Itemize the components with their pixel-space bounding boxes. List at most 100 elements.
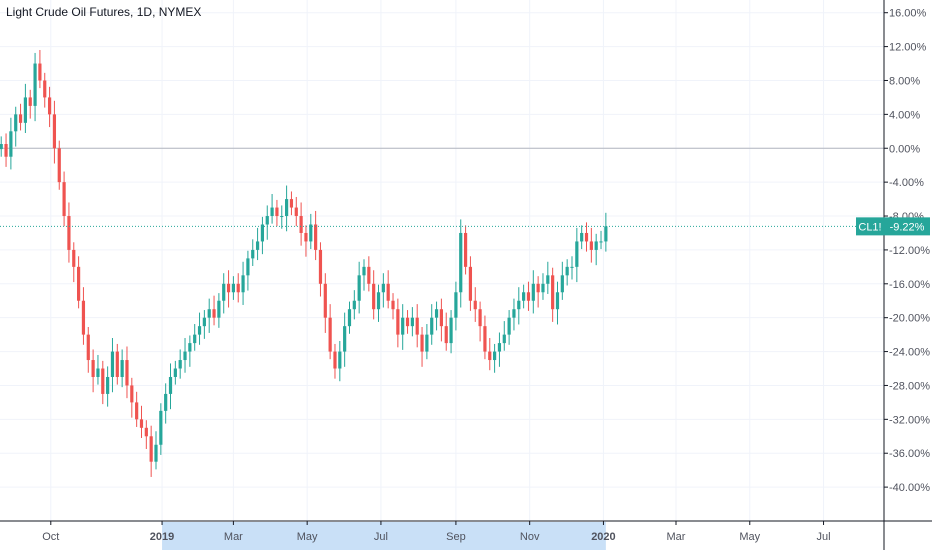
candle-body — [560, 275, 564, 293]
candle-body — [376, 292, 381, 310]
candle-body — [241, 275, 245, 293]
candle-body — [444, 326, 448, 344]
candle-body — [81, 300, 86, 335]
candle-body — [86, 334, 90, 361]
candle-body — [52, 114, 57, 149]
candle-body — [580, 232, 584, 242]
candle-body — [159, 410, 163, 445]
candle-body — [164, 393, 168, 411]
candle-body — [507, 317, 511, 335]
candle-body — [425, 334, 429, 352]
candle-body — [362, 266, 366, 276]
candle-body — [575, 241, 579, 267]
candle-body — [120, 360, 124, 377]
candles — [0, 49, 608, 477]
candle-body — [478, 309, 482, 327]
candle-body — [536, 283, 540, 293]
time-axis-label: Nov — [520, 531, 540, 543]
candle-body — [33, 63, 37, 106]
price-axis-label: -4.00% — [889, 177, 924, 189]
candle-body — [314, 224, 318, 250]
candle-body — [410, 317, 414, 327]
candle-body — [309, 224, 313, 242]
candle-body — [352, 300, 356, 310]
candle-body — [434, 309, 439, 318]
candle-body — [541, 283, 545, 293]
candle-body — [328, 317, 332, 352]
candle-body — [338, 351, 342, 369]
candle-body — [386, 283, 390, 301]
candle-body — [502, 334, 506, 344]
symbol-badge — [856, 217, 884, 236]
candle-body — [304, 232, 308, 242]
candle-body — [265, 216, 269, 225]
candle-body — [285, 199, 289, 217]
candle-body — [449, 317, 453, 344]
candle-body — [420, 334, 424, 352]
candle-body — [546, 275, 550, 284]
time-axis-label: Jul — [374, 531, 388, 543]
candle-body — [246, 258, 250, 276]
symbol-label: CL1! — [858, 221, 881, 233]
price-axis-label: 0.00% — [889, 143, 920, 155]
price-axis-label: -16.00% — [889, 279, 930, 291]
candle-body — [430, 317, 434, 335]
candle-body — [343, 326, 347, 352]
candle-body — [415, 317, 419, 335]
candle-body — [275, 207, 279, 217]
candle-body — [144, 427, 148, 437]
candle-body — [115, 351, 119, 377]
candle-body — [193, 334, 197, 344]
candle-body — [231, 283, 235, 293]
candle-body — [570, 266, 574, 268]
candle-body — [188, 343, 192, 352]
candle-body — [0, 144, 3, 150]
candle-body — [212, 309, 216, 318]
candle-body — [294, 207, 298, 217]
candle-body — [270, 207, 274, 217]
candle-body — [222, 283, 226, 301]
candle-body — [197, 326, 202, 335]
candle-body — [139, 419, 144, 428]
candle-body — [4, 144, 8, 157]
candle-body — [110, 351, 115, 377]
price-axis-label: -36.00% — [889, 448, 930, 460]
candle-body — [280, 216, 284, 218]
candle-body — [381, 283, 385, 293]
last-value-badge — [884, 217, 930, 236]
candle-body — [401, 317, 405, 335]
candle-body — [9, 131, 13, 157]
candle-body — [260, 224, 265, 242]
price-axis-label: 4.00% — [889, 109, 920, 121]
candle-body — [289, 199, 294, 208]
candle-body — [594, 241, 598, 250]
candle-body — [207, 309, 211, 318]
time-axis-label: Oct — [42, 531, 59, 543]
candle-body — [57, 148, 61, 183]
candle-body — [130, 385, 134, 403]
candle-body — [323, 283, 327, 318]
candle-body — [72, 249, 76, 267]
candle-body — [367, 266, 371, 284]
price-axis-label: -28.00% — [889, 380, 930, 392]
time-axis-label: 2019 — [150, 531, 174, 543]
candle-body — [589, 241, 593, 250]
candle-body — [23, 97, 27, 123]
candle-body — [226, 283, 231, 293]
candle-body — [217, 300, 221, 318]
time-axis-highlight — [162, 522, 606, 550]
candle-body — [512, 309, 516, 318]
candle-body — [483, 326, 487, 352]
time-axis-label: Sep — [446, 531, 466, 543]
candle-body — [551, 275, 555, 310]
candle-body — [531, 283, 535, 301]
price-axis-label: -20.00% — [889, 313, 930, 325]
candle-body — [333, 351, 337, 369]
candle-body — [28, 97, 32, 106]
candle-body — [463, 232, 468, 267]
candle-body — [168, 376, 173, 394]
candle-body — [493, 351, 497, 361]
candle-body — [522, 292, 526, 301]
price-axis-label: -40.00% — [889, 482, 930, 494]
